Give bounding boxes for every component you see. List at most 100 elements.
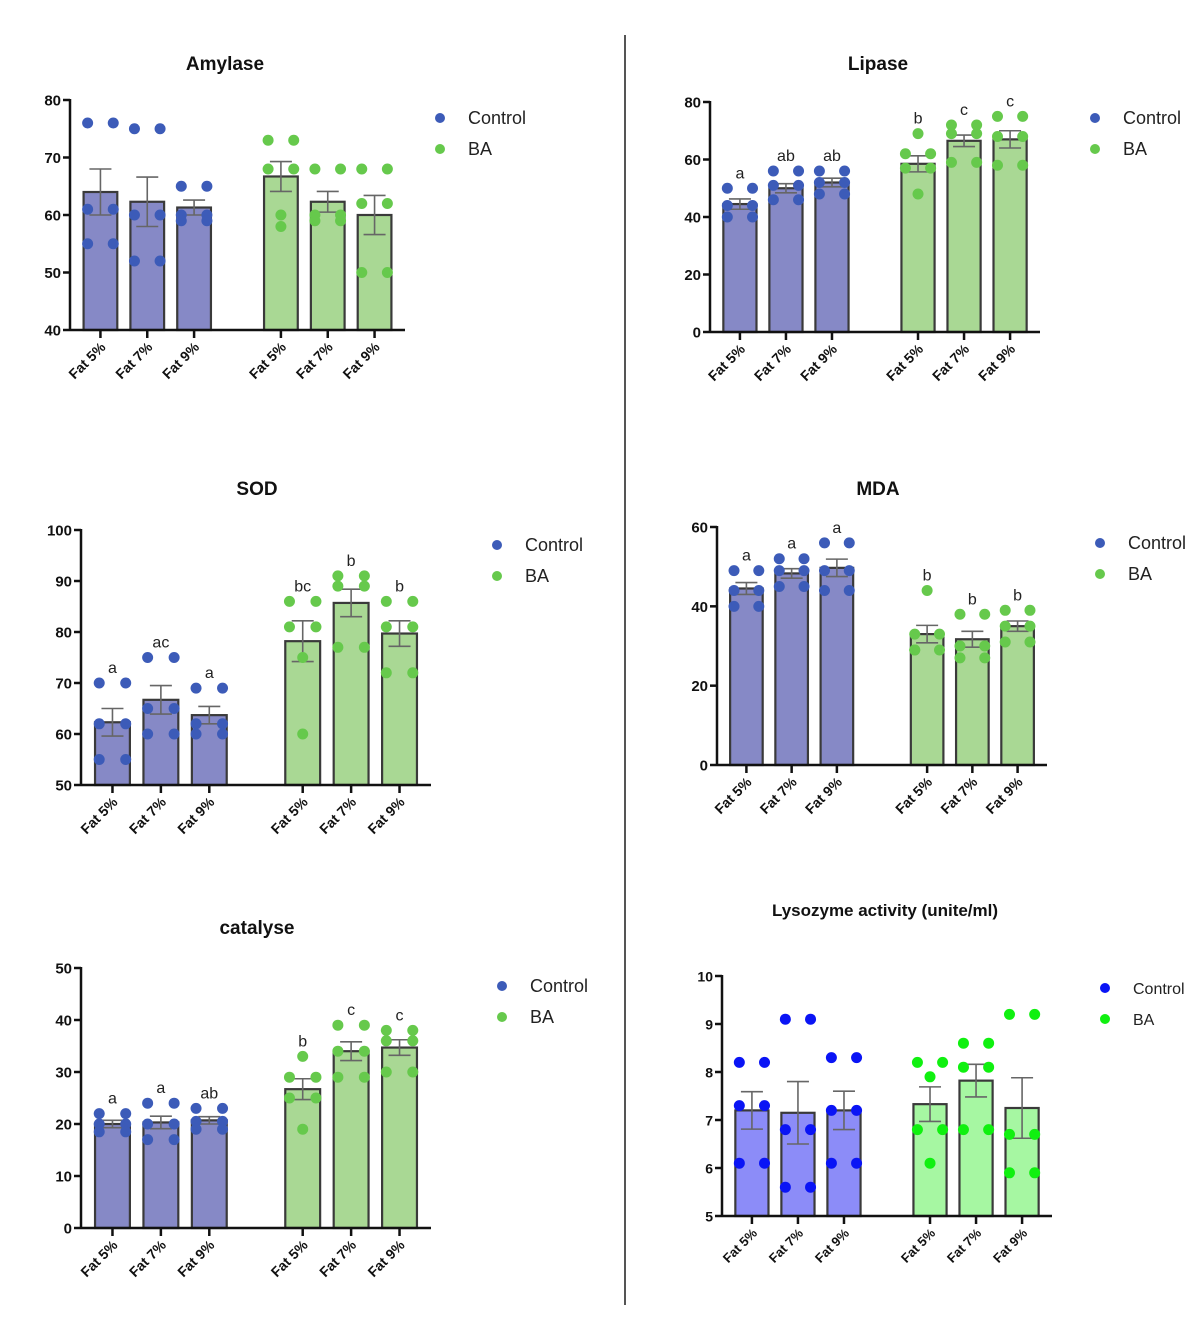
data-point	[309, 215, 321, 227]
data-point	[798, 565, 810, 577]
x-tick-label: Fat 5%	[898, 1225, 939, 1266]
data-point	[971, 156, 983, 168]
data-point	[954, 652, 966, 664]
legend-item-control: Control	[1100, 981, 1185, 998]
data-point	[262, 163, 274, 175]
error-bar	[149, 684, 172, 715]
y-tick-label: 70	[55, 676, 72, 693]
legend-label: Control	[1133, 981, 1185, 998]
panel-divider	[624, 35, 626, 1305]
data-point	[728, 600, 740, 612]
bar-ba-5pct	[284, 1088, 322, 1230]
data-point	[793, 179, 805, 191]
legend-item-control: Control	[492, 535, 583, 555]
error-bar	[774, 182, 797, 194]
data-point	[168, 728, 180, 740]
legend-marker-icon	[1100, 983, 1110, 993]
x-tick-label: Fat 9%	[812, 1225, 853, 1266]
bar-control-9pct	[814, 181, 850, 334]
y-tick-label: 20	[55, 1117, 72, 1134]
chart-title: MDA	[856, 479, 900, 500]
axes	[708, 101, 1040, 334]
x-tick-label: Fat 7%	[293, 338, 337, 382]
data-point	[93, 1118, 105, 1130]
x-tick-label: Fat 7%	[126, 793, 170, 837]
data-point	[120, 1126, 132, 1138]
data-point	[813, 188, 825, 200]
data-point	[933, 644, 945, 656]
data-point	[759, 1100, 771, 1112]
data-point	[1029, 1167, 1041, 1179]
data-point	[813, 177, 825, 188]
error-bar	[907, 154, 930, 173]
data-point	[380, 621, 392, 633]
data-point	[283, 1071, 295, 1083]
x-tick-label: Fat 5%	[711, 773, 755, 817]
data-point	[168, 1118, 180, 1130]
data-point	[332, 1045, 344, 1057]
data-point	[93, 677, 105, 689]
y-tick-label: 60	[684, 152, 701, 169]
bar-ba-7pct	[958, 1079, 994, 1218]
significance-letter: c	[347, 1002, 355, 1019]
data-point	[168, 1134, 180, 1146]
x-tick-label: Fat 7%	[112, 338, 156, 382]
y-tick-label: 50	[44, 265, 61, 282]
legend-marker-icon	[497, 1012, 507, 1022]
error-bar	[1006, 620, 1029, 633]
y-tick-label: 40	[684, 210, 701, 227]
y-tick-label: 10	[697, 969, 713, 985]
legend-label: Control	[1128, 533, 1186, 553]
data-point	[175, 215, 187, 227]
legend-marker-icon	[1090, 144, 1100, 154]
data-point	[991, 159, 1003, 171]
x-tick-label: Fat 9%	[339, 338, 383, 382]
bar-ba-7pct	[946, 139, 982, 334]
bar-control-5pct	[729, 587, 764, 767]
data-point	[924, 1157, 936, 1169]
data-point	[979, 640, 991, 652]
data-point	[957, 1124, 969, 1136]
data-point	[217, 1102, 229, 1114]
data-point	[142, 1134, 154, 1146]
legend-item-control: Control	[435, 108, 526, 128]
data-point	[957, 1061, 969, 1073]
data-point	[128, 255, 140, 267]
data-point	[805, 1124, 817, 1136]
chart-title: SOD	[236, 479, 277, 500]
data-point	[753, 565, 765, 577]
x-tick-label: Fat 7%	[126, 1236, 170, 1280]
y-tick-label: 60	[691, 520, 708, 537]
data-point	[217, 728, 229, 740]
significance-letter: a	[742, 548, 751, 565]
data-point	[283, 595, 295, 607]
data-point	[1003, 1128, 1015, 1140]
data-point	[217, 718, 229, 730]
data-point	[813, 165, 825, 177]
x-tick-label: Fat 9%	[982, 773, 1026, 817]
data-point	[747, 200, 759, 211]
data-point	[779, 1013, 791, 1025]
significance-letter: a	[832, 520, 841, 537]
data-point	[217, 1115, 229, 1127]
y-tick-label: 100	[47, 523, 72, 540]
error-bar	[820, 177, 843, 188]
data-point	[82, 238, 94, 250]
data-point	[142, 652, 154, 663]
legend-label: BA	[1133, 1012, 1155, 1029]
error-bar	[340, 588, 363, 618]
data-point	[1017, 110, 1029, 122]
data-point	[120, 754, 132, 765]
data-point	[93, 1108, 105, 1120]
x-tick-label: Fat 7%	[929, 340, 973, 384]
significance-letter: b	[1013, 587, 1022, 604]
y-tick-label: 60	[55, 727, 72, 744]
data-point	[283, 1092, 295, 1104]
data-point	[945, 119, 957, 131]
x-tick-label: Fat 9%	[975, 340, 1019, 384]
data-point	[275, 209, 287, 221]
legend-marker-icon	[1090, 113, 1100, 123]
significance-letter: ab	[200, 1085, 218, 1102]
y-tick-label: 90	[55, 574, 72, 591]
significance-letter: b	[923, 567, 932, 584]
